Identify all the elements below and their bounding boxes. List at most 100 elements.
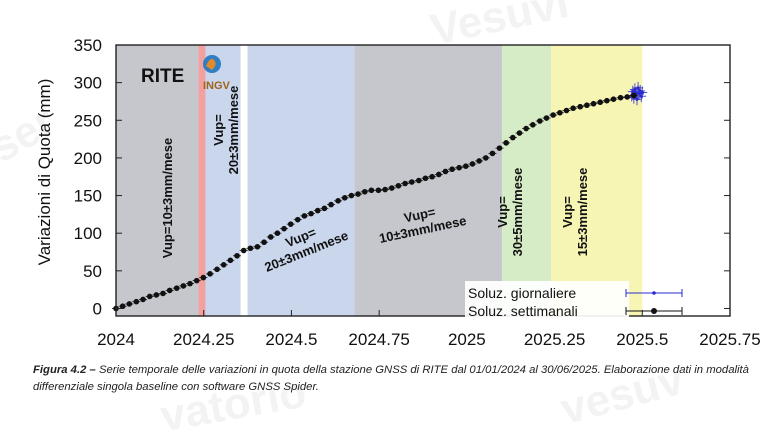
legend-marker-weekly — [651, 308, 657, 314]
plot-frame — [115, 44, 731, 317]
weekly-point — [375, 187, 382, 194]
weekly-point — [516, 130, 523, 136]
data-series — [112, 81, 648, 312]
weekly-point — [348, 192, 355, 199]
y-tick-label: 50 — [83, 262, 102, 281]
weekly-point — [200, 274, 207, 281]
weekly-point — [207, 271, 213, 277]
weekly-point — [395, 182, 402, 189]
rate-label: Vup=10±3mm/mese — [160, 138, 175, 258]
weekly-point — [577, 103, 583, 110]
x-tick-label: 2025.5 — [616, 330, 668, 349]
period-band — [198, 45, 206, 316]
period-band — [247, 45, 355, 316]
weekly-point — [483, 155, 489, 161]
y-tick-label: 350 — [74, 36, 102, 55]
weekly-point — [422, 175, 429, 182]
x-tick-label: 2025.25 — [524, 330, 585, 349]
rate-label: Vup=30±5mm/mese — [495, 168, 525, 257]
weekly-point — [543, 115, 550, 121]
caption-text: Serie temporale delle variazioni in quot… — [33, 364, 749, 393]
weekly-point — [530, 121, 536, 128]
weekly-point — [624, 94, 630, 100]
ingv-logo: INGV — [203, 55, 231, 92]
weekly-point — [415, 177, 422, 184]
weekly-point — [308, 210, 314, 217]
weekly-point — [140, 296, 146, 303]
weekly-point — [153, 292, 160, 298]
weekly-point — [301, 213, 308, 219]
y-tick-label: 100 — [74, 224, 102, 243]
weekly-point — [180, 283, 187, 289]
daily-point — [635, 97, 639, 101]
weekly-point — [523, 125, 529, 132]
daily-point — [640, 90, 644, 95]
weekly-point — [254, 243, 261, 250]
period-band — [205, 45, 241, 316]
legend-label-weekly: Soluz. settimanali — [468, 303, 578, 319]
weekly-point — [335, 198, 341, 204]
weekly-point — [597, 99, 603, 106]
period-band — [551, 45, 643, 316]
station-label: RITE — [141, 66, 184, 87]
weekly-point — [496, 145, 503, 151]
period-band — [501, 45, 552, 316]
rate-label-line: 20±3mm/mese — [226, 86, 241, 175]
weekly-point — [126, 301, 133, 307]
weekly-point — [287, 221, 294, 227]
weekly-point — [193, 277, 200, 284]
legend-marker-daily — [652, 291, 656, 295]
weekly-point — [321, 205, 328, 212]
logo-flame — [206, 58, 216, 70]
weekly-point — [456, 164, 462, 171]
period-band — [116, 45, 199, 316]
weekly-point — [604, 97, 610, 104]
weekly-point — [435, 171, 442, 178]
weekly-point — [240, 247, 247, 254]
weekly-point — [537, 118, 543, 124]
logo-text: INGV — [203, 80, 231, 92]
y-axis-ticks: 0 50 100 150 200 250 300 350 — [74, 36, 730, 318]
weekly-point — [463, 163, 469, 169]
weekly-point — [133, 298, 140, 305]
rate-label: Vup=15±3mm/mese — [560, 168, 590, 257]
weekly-point — [314, 207, 321, 214]
weekly-point — [503, 140, 509, 146]
x-tick-label: 2024.25 — [173, 330, 234, 349]
y-tick-label: 150 — [74, 187, 102, 206]
weekly-point — [187, 280, 193, 287]
weekly-point — [550, 112, 556, 118]
weekly-point — [610, 96, 617, 102]
x-tick-label: 2025.75 — [699, 330, 760, 349]
weekly-point — [281, 225, 287, 232]
weekly-point — [261, 239, 267, 246]
weekly-point — [274, 230, 281, 236]
weekly-point — [234, 252, 240, 259]
y-tick-label: 0 — [93, 299, 102, 318]
weekly-point — [631, 92, 637, 99]
weekly-point — [267, 234, 274, 240]
caption-label: Figura 4.2 – — [33, 364, 99, 376]
weekly-point — [328, 201, 334, 208]
weekly-point — [617, 94, 624, 101]
weekly-point — [294, 216, 301, 223]
y-tick-label: 300 — [74, 74, 102, 93]
weekly-point — [402, 180, 408, 187]
weekly-point — [510, 134, 516, 141]
weekly-point — [173, 285, 180, 291]
weekly-point — [382, 186, 388, 193]
weekly-point — [214, 266, 220, 273]
weekly-point — [355, 191, 361, 197]
legend-box — [465, 281, 629, 325]
weekly-point — [146, 293, 153, 300]
weekly-point — [476, 158, 482, 164]
weekly-point — [442, 168, 449, 175]
rate-label-line: Vup= — [560, 196, 575, 228]
rate-label-line: 30±5mm/mese — [510, 168, 525, 257]
weekly-point — [563, 107, 570, 114]
rate-label-line: 15±3mm/mese — [575, 168, 590, 257]
weekly-point — [408, 179, 415, 185]
chart: Vup=10±3mm/meseVup=20±3mm/meseVup=20±3mm… — [35, 36, 761, 349]
weekly-point — [584, 102, 590, 109]
weekly-point — [557, 109, 563, 116]
